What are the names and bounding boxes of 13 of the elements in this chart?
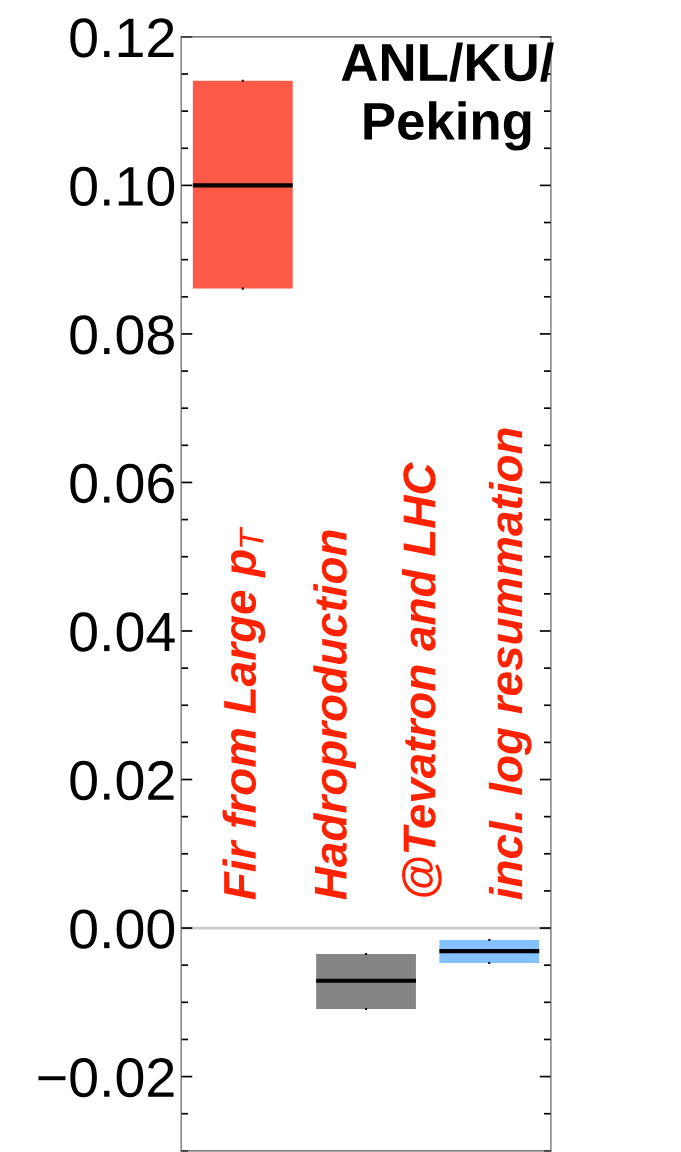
annotation: incl. log resummation xyxy=(488,428,532,900)
y-tick-label: 0.12 xyxy=(70,18,174,58)
text: ANL/KU/ Peking xyxy=(341,42,554,151)
y-tick-label: 0.02 xyxy=(70,760,174,801)
y-tick-label: 0.04 xyxy=(70,612,175,652)
y-tick-label: 0.06 xyxy=(70,463,174,504)
text: 0.00 xyxy=(70,909,175,949)
y-tick-label: 0.08 xyxy=(70,315,174,355)
text: 0.10 xyxy=(70,166,175,207)
annotation: Fir from Large p$_{T}$ xyxy=(222,526,266,900)
annotation: @Tevatron and LHC xyxy=(401,461,442,897)
y-tick-label: −0.02 xyxy=(38,1057,174,1098)
annotation: Hadroproduction xyxy=(313,530,356,900)
